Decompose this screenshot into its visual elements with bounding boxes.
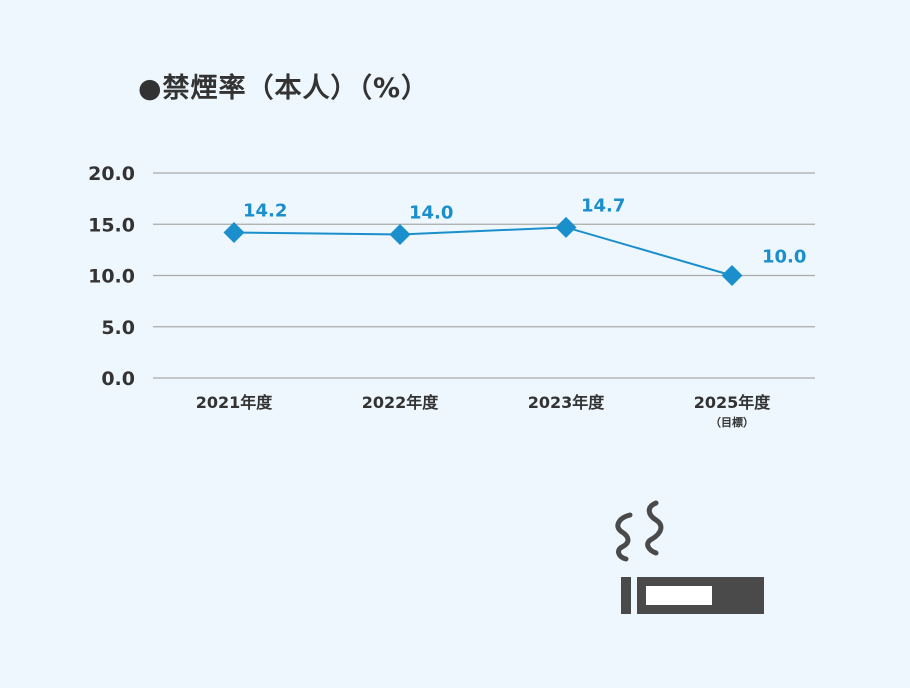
data-label: 14.7 bbox=[581, 195, 625, 216]
x-tick-label: 2022年度 bbox=[362, 393, 440, 412]
x-tick-label: 2023年度 bbox=[528, 393, 606, 412]
x-tick-sublabel: （目標） bbox=[710, 415, 754, 429]
data-point-marker bbox=[389, 224, 411, 245]
y-tick-label: 10.0 bbox=[88, 266, 135, 288]
y-tick-label: 5.0 bbox=[101, 317, 135, 339]
x-tick-label: 2025年度 bbox=[694, 393, 772, 412]
y-tick-label: 20.0 bbox=[88, 163, 135, 185]
data-point-marker bbox=[721, 265, 743, 286]
series-line bbox=[233, 226, 733, 277]
x-tick-label: 2021年度 bbox=[196, 393, 274, 412]
chart-title: ●禁煙率（本人）（%） bbox=[138, 73, 430, 104]
data-label: 10.0 bbox=[762, 247, 806, 268]
y-tick-label: 0.0 bbox=[101, 368, 135, 390]
cigarette-smoke-icon bbox=[615, 500, 764, 614]
y-tick-label: 15.0 bbox=[88, 214, 135, 236]
data-point-marker bbox=[223, 221, 245, 243]
data-point-marker bbox=[555, 216, 577, 238]
data-label: 14.0 bbox=[409, 203, 453, 224]
data-label: 14.2 bbox=[243, 200, 287, 221]
